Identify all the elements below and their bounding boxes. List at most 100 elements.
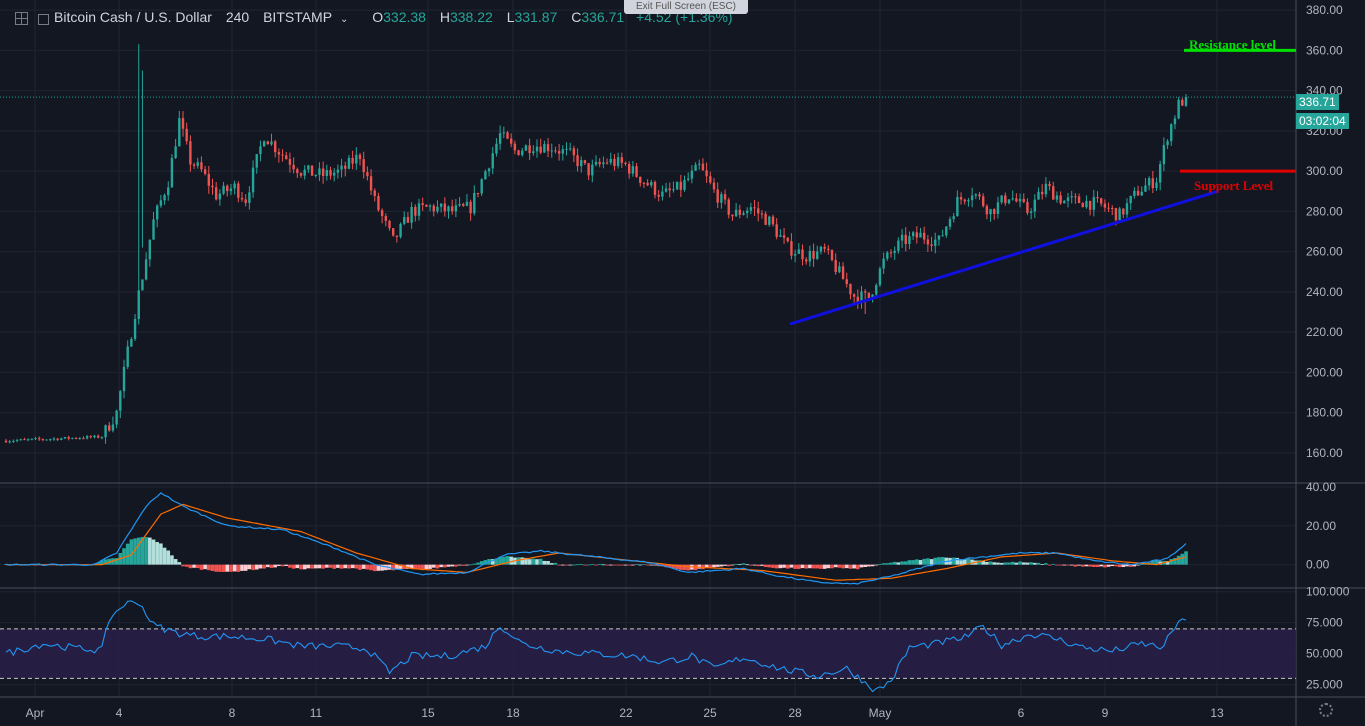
candle-body — [207, 173, 211, 186]
macd-hist-bar — [361, 564, 366, 569]
candle-body — [650, 181, 653, 186]
candle-body — [259, 146, 262, 155]
macd-hist-bar — [612, 564, 617, 566]
candle-body — [1066, 197, 1070, 201]
candle-body — [1144, 185, 1147, 192]
candle-body — [978, 194, 981, 197]
candle-body — [720, 194, 723, 203]
candle-body — [760, 213, 764, 215]
chevron-down-icon[interactable]: ⌄ — [339, 14, 349, 25]
macd-hist-bar — [819, 564, 823, 569]
candle-body — [406, 217, 410, 223]
macd-hist-bar — [634, 564, 639, 566]
macd-hist-bar — [1158, 561, 1162, 565]
grid-lines — [0, 0, 1296, 697]
exit-fullscreen-button[interactable]: Exit Full Screen (ESC) — [624, 0, 748, 14]
macd-hist-bar — [1117, 564, 1122, 568]
candle-body — [428, 205, 432, 207]
candle-body — [639, 176, 642, 183]
macd-hist-bar — [856, 564, 860, 570]
candle-body — [1096, 197, 1099, 199]
macd-hist-bar — [1066, 564, 1070, 566]
macd-hist-bar — [704, 564, 709, 568]
macd-hist-bar — [350, 564, 355, 569]
candle-body — [753, 207, 756, 209]
macd-hist-bar — [229, 564, 233, 572]
candle-body — [738, 209, 742, 215]
macd-hist-bar — [962, 559, 967, 565]
candle-body — [450, 206, 454, 212]
macd-hist-bar — [760, 564, 764, 566]
candle-body — [915, 232, 919, 238]
candle-body — [782, 235, 786, 238]
macd-hist-bar — [461, 564, 466, 566]
candle-body — [119, 391, 122, 411]
candle-body — [12, 440, 15, 442]
candle-body — [325, 170, 329, 176]
candle-body — [561, 149, 565, 154]
candle-body — [1048, 183, 1051, 187]
candle-body — [712, 182, 716, 190]
exchange-label[interactable]: BITSTAMP — [263, 9, 333, 25]
candle-body — [546, 144, 550, 152]
candle-body — [226, 185, 229, 192]
macd-hist-bar — [133, 538, 137, 565]
macd-hist-bar — [435, 564, 440, 569]
macd-hist-bar — [398, 564, 403, 569]
macd-hist-bar — [339, 564, 344, 569]
macd-hist-bar — [1033, 562, 1037, 565]
candle-body — [314, 174, 317, 176]
macd-hist-bar — [1184, 551, 1188, 565]
macd-hist-bar — [937, 557, 941, 565]
macd-hist-bar — [100, 560, 104, 565]
macd-hist-bar — [1018, 561, 1022, 565]
macd-hist-bar — [336, 564, 340, 568]
candle-body — [635, 166, 638, 177]
candle-body — [557, 151, 561, 154]
candle-body — [686, 178, 690, 180]
settings-gear-icon[interactable] — [1319, 703, 1333, 717]
macd-hist-bar — [804, 564, 808, 569]
macd-hist-bar — [719, 564, 724, 567]
time-tick-label: 15 — [421, 706, 435, 720]
symbol-name[interactable]: Bitcoin Cash / U.S. Dollar — [54, 9, 212, 25]
macd-hist-bar — [1180, 553, 1185, 565]
macd-hist-bar — [649, 564, 654, 566]
candle-body — [74, 437, 78, 439]
macd-hist-bar — [616, 564, 620, 566]
candle-body — [734, 209, 738, 217]
candle-body — [808, 250, 812, 262]
candle-body — [768, 216, 771, 225]
candle-body — [1074, 196, 1077, 198]
macd-hist-bar — [1139, 564, 1144, 565]
macd-hist-bar — [524, 557, 528, 565]
macd-hist-bar — [712, 564, 716, 568]
candle-body — [749, 207, 753, 211]
support-label: Support Level — [1194, 178, 1274, 193]
candle-body — [830, 250, 834, 261]
expand-icon[interactable] — [15, 12, 28, 25]
macd-hist-bar — [369, 564, 373, 571]
candle-body — [391, 228, 395, 236]
macd-hist-bar — [328, 564, 333, 568]
rsi-tick-label: 50.000 — [1306, 647, 1343, 661]
candle-body — [1037, 191, 1040, 200]
candle-body — [200, 162, 203, 170]
macd-hist-bar — [450, 564, 454, 567]
macd-hist-bar — [782, 564, 786, 568]
candle-body — [742, 213, 745, 215]
candle-body — [631, 166, 635, 174]
price-tick-label: 360.00 — [1306, 43, 1343, 57]
macd-hist-bar — [763, 564, 768, 568]
candle-body — [727, 199, 730, 215]
candle-body — [812, 250, 815, 259]
macd-hist-bar — [170, 555, 174, 565]
interval-label[interactable]: 240 — [225, 9, 250, 25]
macd-hist-bar — [288, 564, 292, 568]
chart-header: Bitcoin Cash / U.S. Dollar 240 BITSTAMP … — [54, 9, 737, 25]
candle-body — [517, 150, 520, 156]
macd-hist-bar — [1029, 562, 1033, 565]
macd-hist-bar — [365, 564, 370, 570]
candle-body — [1170, 124, 1173, 142]
